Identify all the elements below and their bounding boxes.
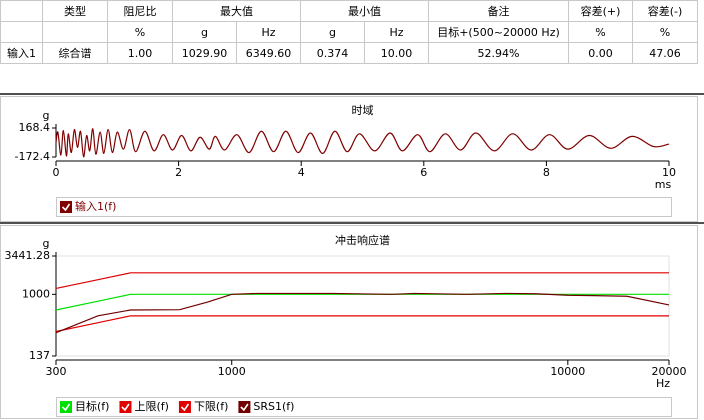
series-line: [55, 128, 670, 158]
header-cell: 容差(-): [632, 0, 698, 22]
x-tick-label: 0: [53, 166, 60, 179]
legend-check: [61, 403, 71, 412]
legend-label: 上限(f): [134, 400, 168, 413]
x-tick-label: 8: [543, 166, 550, 179]
series-line: [55, 293, 669, 311]
legend-item[interactable]: SRS1(f): [238, 400, 294, 413]
x-tick-label: 6: [420, 166, 427, 179]
x-tick-label: 10000: [550, 365, 585, 378]
legend-check: [240, 403, 249, 412]
cell: 0.00: [568, 42, 633, 64]
legend-label: SRS1(f): [253, 400, 294, 413]
legend-item[interactable]: 目标(f): [60, 399, 109, 413]
subheader-cell: Hz: [364, 21, 429, 43]
x-tick-label: 300: [46, 365, 67, 378]
x-tick-label: 20000: [652, 365, 687, 378]
legend-checkbox: [60, 201, 72, 213]
series-line: [55, 292, 670, 334]
header-cell: 容差(+): [568, 0, 633, 22]
legend-check: [121, 403, 130, 412]
chart-title: 时域: [352, 104, 374, 117]
x-tick-label: 2: [175, 166, 182, 179]
legend-box: [56, 197, 672, 217]
panel: [0, 225, 698, 419]
legend-checkbox: [60, 401, 72, 413]
chart-title: 冲击响应谱: [335, 233, 390, 247]
y-axis-label: g: [43, 109, 50, 122]
cell: 输入1: [0, 42, 43, 64]
y-tick-label: 1000: [22, 287, 50, 300]
cell: 6349.60: [236, 42, 301, 64]
legend-label: 目标(f): [75, 399, 109, 413]
legend-check: [180, 403, 190, 412]
header-cell: 备注: [428, 0, 569, 22]
data-table: 类型 阻尼比 最大值 最小值 备注 容差(+) 容差(-) % g Hz g Hz 目标+…: [0, 0, 698, 64]
cell: 10.00: [364, 42, 429, 64]
legend-label: 输入1(f): [75, 199, 116, 213]
legend-check: [61, 203, 71, 212]
panel: [0, 96, 698, 222]
cell: 47.06: [632, 42, 698, 64]
x-tick-label: 1000: [218, 365, 246, 378]
legend-label: 下限(f): [194, 400, 228, 413]
cell: 综合谱: [42, 42, 108, 64]
y-tick-label: -172.4: [15, 150, 50, 163]
series-line: [55, 272, 669, 290]
plot-area: [55, 255, 670, 357]
x-axis-label: ms: [655, 178, 672, 191]
legend-checkbox: [178, 401, 191, 413]
x-tick-label: 10: [662, 166, 676, 179]
legend-item[interactable]: 输入1(f): [60, 199, 116, 213]
legend-checkbox: [119, 401, 132, 413]
cell: 1.00: [107, 42, 173, 64]
cell: 1029.90: [172, 42, 237, 64]
y-axis-label: g: [43, 237, 50, 250]
y-tick-label: 3441.28: [5, 249, 51, 262]
legend-item[interactable]: 上限(f): [119, 400, 169, 413]
cell: 52.94%: [428, 42, 569, 64]
subheader-cell: 目标+(500~20000 Hz): [428, 21, 569, 43]
series-line: [55, 315, 669, 333]
legend-box: [56, 397, 672, 417]
y-tick-label: 168.4: [19, 121, 51, 134]
y-tick-label: 137: [29, 349, 50, 362]
x-tick-label: 4: [298, 166, 305, 179]
legend-item[interactable]: 下限(f): [178, 400, 228, 413]
legend-checkbox: [238, 401, 251, 413]
x-axis-label: Hz: [656, 377, 670, 390]
